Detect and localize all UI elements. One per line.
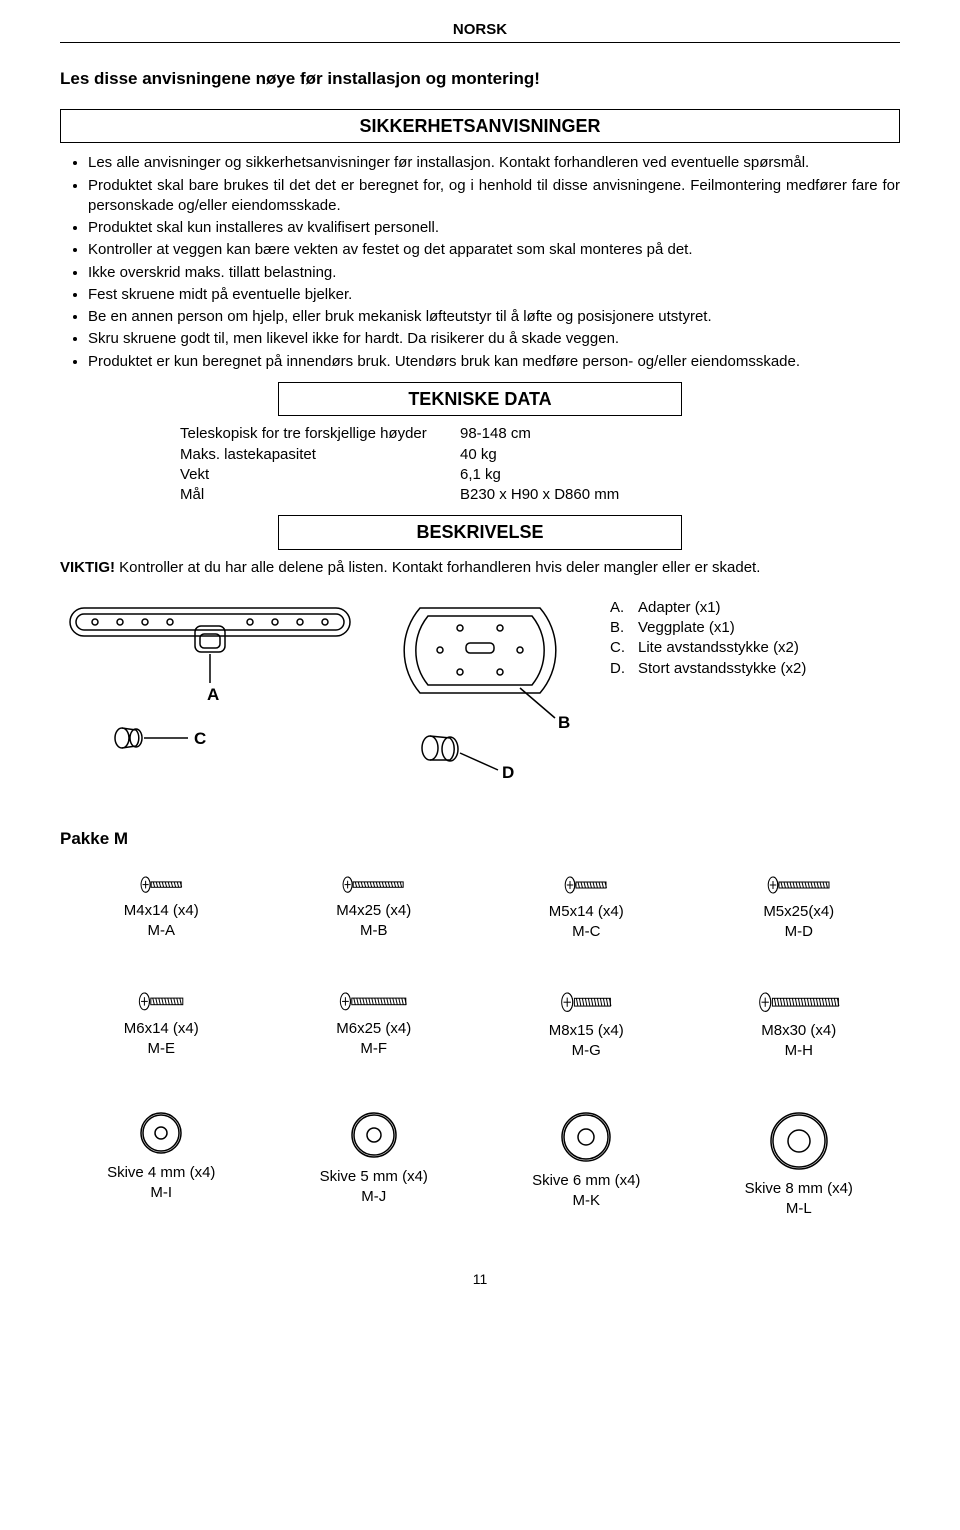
parts-list-row: D.Stort avstandsstykke (x2)	[610, 659, 900, 679]
parts-list-row: C.Lite avstandsstykke (x2)	[610, 638, 900, 658]
screw-cell: M5x14 (x4)M-C	[485, 876, 688, 943]
washer-cell: Skive 4 mm (x4)M-I	[60, 1111, 263, 1220]
svg-text:C: C	[194, 729, 206, 748]
parts-diagrams: A C B	[60, 598, 610, 788]
page-number: 11	[60, 1270, 900, 1289]
parts-list: A.Adapter (x1)B.Veggplate (x1)C.Lite avs…	[610, 598, 900, 679]
safety-bullet: Produktet skal kun installeres av kvalif…	[88, 218, 900, 238]
screw-cell: M6x25 (x4)M-F	[273, 992, 476, 1061]
pakke-m-title: Pakke M	[60, 828, 900, 851]
screw-cell: M8x15 (x4)M-G	[485, 992, 688, 1061]
parts-list-text: Lite avstandsstykke (x2)	[638, 638, 799, 658]
viktig-label: VIKTIG!	[60, 559, 115, 576]
screw-cell: M8x30 (x4)M-H	[698, 992, 901, 1061]
spec-row: MålB230 x H90 x D860 mm	[180, 485, 900, 505]
washer-label: Skive 6 mm (x4)M-K	[485, 1171, 688, 1212]
screw-label: M8x15 (x4)M-G	[485, 1021, 688, 1062]
screw-label: M5x14 (x4)M-C	[485, 902, 688, 943]
svg-text:B: B	[558, 713, 570, 732]
spec-value: 40 kg	[460, 445, 497, 465]
spec-label: Vekt	[180, 465, 460, 485]
header-language: NORSK	[60, 20, 900, 43]
safety-bullets: Les alle anvisninger og sikkerhetsanvisn…	[60, 153, 900, 372]
screw-cell: M4x25 (x4)M-B	[273, 876, 476, 943]
viktig-text: Kontroller at du har alle delene på list…	[119, 559, 760, 576]
safety-title: SIKKERHETSANVISNINGER	[60, 109, 900, 143]
spec-label: Mål	[180, 485, 460, 505]
safety-bullet: Kontroller at veggen kan bære vekten av …	[88, 240, 900, 260]
intro-heading: Les disse anvisningene nøye før installa…	[60, 68, 900, 91]
parts-list-row: A.Adapter (x1)	[610, 598, 900, 618]
washer-label: Skive 8 mm (x4)M-L	[698, 1179, 901, 1220]
washer-cell: Skive 8 mm (x4)M-L	[698, 1111, 901, 1220]
spec-row: Vekt6,1 kg	[180, 465, 900, 485]
spec-row: Teleskopisk for tre forskjellige høyder9…	[180, 424, 900, 444]
safety-bullet: Ikke overskrid maks. tillatt belastning.	[88, 263, 900, 283]
tech-title: TEKNISKE DATA	[278, 382, 681, 416]
diagram-b-d: B D	[390, 598, 610, 788]
parts-list-key: B.	[610, 618, 638, 638]
desc-title: BESKRIVELSE	[278, 515, 681, 549]
screw-label: M4x25 (x4)M-B	[273, 901, 476, 942]
screw-label: M6x25 (x4)M-F	[273, 1019, 476, 1060]
screw-label: M4x14 (x4)M-A	[60, 901, 263, 942]
safety-bullet: Fest skruene midt på eventuelle bjelker.	[88, 285, 900, 305]
screw-cell: M4x14 (x4)M-A	[60, 876, 263, 943]
diagram-a-c: A C	[60, 598, 360, 788]
parts-list-key: A.	[610, 598, 638, 618]
spec-label: Teleskopisk for tre forskjellige høyder	[180, 424, 460, 444]
safety-bullet: Be en annen person om hjelp, eller bruk …	[88, 307, 900, 327]
screw-label: M5x25(x4)M-D	[698, 902, 901, 943]
safety-bullet: Les alle anvisninger og sikkerhetsanvisn…	[88, 153, 900, 173]
parts-list-text: Veggplate (x1)	[638, 618, 735, 638]
screw-label: M8x30 (x4)M-H	[698, 1021, 901, 1062]
washer-cell: Skive 5 mm (x4)M-J	[273, 1111, 476, 1220]
safety-bullet: Produktet skal bare brukes til det det e…	[88, 176, 900, 217]
spec-row: Maks. lastekapasitet40 kg	[180, 445, 900, 465]
parts-list-text: Adapter (x1)	[638, 598, 721, 618]
washer-label: Skive 5 mm (x4)M-J	[273, 1167, 476, 1208]
parts-list-key: D.	[610, 659, 638, 679]
spec-value: 98-148 cm	[460, 424, 531, 444]
spec-value: B230 x H90 x D860 mm	[460, 485, 619, 505]
parts-list-key: C.	[610, 638, 638, 658]
tech-specs: Teleskopisk for tre forskjellige høyder9…	[180, 424, 900, 505]
screw-label: M6x14 (x4)M-E	[60, 1019, 263, 1060]
safety-bullet: Produktet er kun beregnet på innendørs b…	[88, 352, 900, 372]
washer-cell: Skive 6 mm (x4)M-K	[485, 1111, 688, 1220]
parts-list-text: Stort avstandsstykke (x2)	[638, 659, 806, 679]
spec-value: 6,1 kg	[460, 465, 501, 485]
spec-label: Maks. lastekapasitet	[180, 445, 460, 465]
screw-grid: M4x14 (x4)M-A M4x25 (x4)M-B M5x14 (x4)M-…	[60, 876, 900, 1220]
screw-cell: M6x14 (x4)M-E	[60, 992, 263, 1061]
safety-bullet: Skru skruene godt til, men likevel ikke …	[88, 329, 900, 349]
svg-text:A: A	[207, 685, 219, 704]
viktig-note: VIKTIG! Kontroller at du har alle delene…	[60, 558, 900, 578]
svg-text:D: D	[502, 763, 514, 782]
screw-cell: M5x25(x4)M-D	[698, 876, 901, 943]
parts-list-row: B.Veggplate (x1)	[610, 618, 900, 638]
washer-label: Skive 4 mm (x4)M-I	[60, 1163, 263, 1204]
